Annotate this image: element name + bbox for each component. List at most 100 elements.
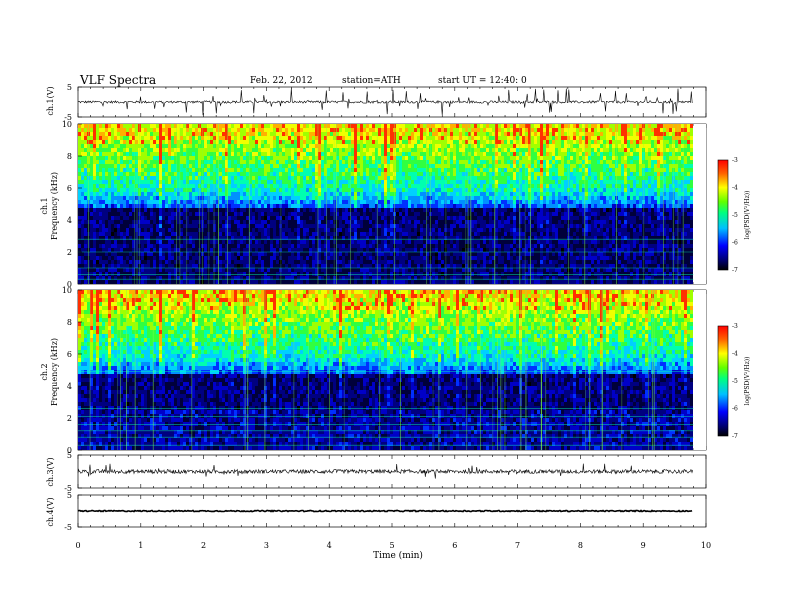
spectrogram-cell xyxy=(285,280,288,284)
spectrogram-cell xyxy=(330,180,333,184)
spectrogram-cell xyxy=(90,168,93,172)
spectrogram-cell xyxy=(174,220,177,224)
spectrogram-cell xyxy=(384,268,387,272)
spectrogram-cell xyxy=(231,144,234,148)
spectrogram-cell xyxy=(168,212,171,216)
spectrogram-cell xyxy=(321,164,324,168)
spectrogram-cell xyxy=(255,268,258,272)
spectrogram-cell xyxy=(207,164,210,168)
spectrogram-cell xyxy=(363,228,366,232)
spectrogram-cell xyxy=(171,184,174,188)
spectrogram-cell xyxy=(123,280,126,284)
spectrogram-cell xyxy=(249,128,252,132)
spectrogram-cell xyxy=(261,264,264,268)
spectrogram-cell xyxy=(279,276,282,280)
spectrogram-cell xyxy=(81,148,84,152)
spectrogram-cell xyxy=(276,204,279,208)
spectrogram-cell xyxy=(201,224,204,228)
spectrogram-cell xyxy=(282,188,285,192)
spectrogram-cell xyxy=(219,196,222,200)
spectrogram-cell xyxy=(120,248,123,252)
spectrogram-cell xyxy=(348,184,351,188)
spectrogram-cell xyxy=(276,192,279,196)
spectrogram-cell xyxy=(285,244,288,248)
spectrogram-cell xyxy=(105,224,108,228)
spectrogram-cell xyxy=(93,232,96,236)
spectrogram-cell xyxy=(147,212,150,216)
spectrogram-cell xyxy=(156,276,159,280)
spectrogram-cell xyxy=(204,180,207,184)
spectrogram-cell xyxy=(165,244,168,248)
spectrogram-cell xyxy=(348,200,351,204)
spectrogram-cell xyxy=(354,248,357,252)
spectrogram-cell xyxy=(156,124,159,128)
spectrogram-cell xyxy=(318,184,321,188)
spectrogram-cell xyxy=(402,140,405,144)
spectrogram-cell xyxy=(282,148,285,152)
spectrogram-cell xyxy=(327,156,330,160)
spectrogram-cell xyxy=(276,264,279,268)
spectrogram-cell xyxy=(396,140,399,144)
spectrogram-cell xyxy=(156,196,159,200)
spectrogram-cell xyxy=(216,144,219,148)
spectrogram-cell xyxy=(78,188,81,192)
spectrogram-cell xyxy=(309,188,312,192)
spectrogram-cell xyxy=(189,272,192,276)
spectrogram-cell xyxy=(81,196,84,200)
spectrogram-cell xyxy=(366,124,369,128)
spectrogram-cell xyxy=(180,244,183,248)
spectrogram-cell xyxy=(300,184,303,188)
spectrogram-cell xyxy=(387,220,390,224)
spectrogram-cell xyxy=(102,236,105,240)
spectrogram-cell xyxy=(246,252,249,256)
spectrogram-cell xyxy=(291,148,294,152)
spectrogram-cell xyxy=(381,216,384,220)
spectrogram-cell xyxy=(228,180,231,184)
spectrogram-cell xyxy=(363,156,366,160)
spectrogram-cell xyxy=(78,264,81,268)
spectrogram-cell xyxy=(402,204,405,208)
spectrogram-cell xyxy=(111,200,114,204)
spectrogram-cell xyxy=(210,184,213,188)
spectrogram-cell xyxy=(249,244,252,248)
spectrogram-cell xyxy=(264,272,267,276)
spectrogram-cell xyxy=(369,276,372,280)
spectrogram-cell xyxy=(189,236,192,240)
spectrogram-cell xyxy=(210,244,213,248)
spectrogram-cell xyxy=(333,124,336,128)
spectrogram-cell xyxy=(171,176,174,180)
spectrogram-cell xyxy=(270,128,273,132)
spectrogram-cell xyxy=(255,180,258,184)
spectrogram-cell xyxy=(102,244,105,248)
spectrogram-cell xyxy=(243,224,246,228)
spectrogram-cell xyxy=(270,152,273,156)
spectrogram-cell xyxy=(369,192,372,196)
spectrogram-cell xyxy=(219,268,222,272)
spectrogram-cell xyxy=(357,216,360,220)
spectrogram-cell xyxy=(405,152,408,156)
spectrogram-cell xyxy=(99,256,102,260)
spectrogram-cell xyxy=(300,124,303,128)
spectrogram-cell xyxy=(276,256,279,260)
spectrogram-cell xyxy=(81,216,84,220)
spectrogram-cell xyxy=(162,172,165,176)
spectrogram-cell xyxy=(183,236,186,240)
spectrogram-cell xyxy=(285,180,288,184)
spectrogram-cell xyxy=(120,244,123,248)
spectrogram-cell xyxy=(351,280,354,284)
spectrogram-cell xyxy=(348,276,351,280)
spectrogram-cell xyxy=(105,200,108,204)
spectrogram-cell xyxy=(384,188,387,192)
spectrogram-cell xyxy=(144,220,147,224)
spectrogram-cell xyxy=(273,148,276,152)
spectrogram-cell xyxy=(156,220,159,224)
spectrogram-cell xyxy=(399,208,402,212)
spectrogram-cell xyxy=(180,140,183,144)
spectrogram-cell xyxy=(333,248,336,252)
spectrogram-cell xyxy=(333,148,336,152)
spectrogram-cell xyxy=(234,228,237,232)
spectrogram-cell xyxy=(402,260,405,264)
spectrogram-cell xyxy=(177,160,180,164)
spectrogram-cell xyxy=(96,132,99,136)
spectrogram-cell xyxy=(159,200,162,204)
